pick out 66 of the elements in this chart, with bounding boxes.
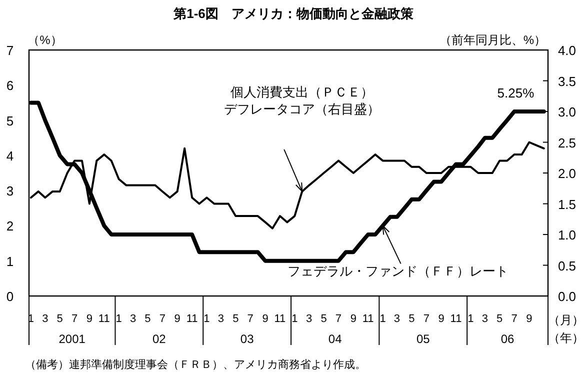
x-tick-label: 3 bbox=[42, 313, 48, 325]
y-tick-label: 6 bbox=[6, 78, 14, 94]
x-tick-label: 9 bbox=[174, 313, 180, 325]
x-tick-label: 3 bbox=[394, 313, 400, 325]
y2-tick-label: 0.5 bbox=[558, 258, 576, 274]
y2-tick-label: 1.5 bbox=[558, 196, 576, 212]
y-tick-label: 2 bbox=[6, 218, 14, 234]
y-tick-label: 4 bbox=[6, 148, 14, 164]
x-tick-label: 5 bbox=[320, 313, 327, 325]
x-tick-label: 1 bbox=[204, 313, 210, 325]
y2-tick-label: 2.5 bbox=[558, 135, 576, 150]
text: （年） bbox=[548, 331, 584, 345]
x-tick-label: 7 bbox=[511, 313, 518, 325]
note: 5.25% bbox=[497, 86, 534, 100]
y2-tick-label: 1.0 bbox=[558, 228, 576, 242]
x-tick-label: 3 bbox=[130, 313, 136, 325]
x-tick-label: 3 bbox=[482, 313, 488, 325]
y2-tick-label: 3.0 bbox=[558, 104, 576, 120]
text: 05 bbox=[416, 332, 430, 346]
x-tick-label: 9 bbox=[86, 313, 93, 325]
x-tick-label: 11 bbox=[274, 313, 286, 325]
x-tick-label: 1 bbox=[468, 313, 474, 325]
title: 第1-6図 アメリカ：物価動向と金融政策 bbox=[174, 6, 414, 21]
x-tick-label: 7 bbox=[71, 313, 78, 325]
x-tick-label: 3 bbox=[306, 313, 312, 325]
y2-tick-label: 0.0 bbox=[558, 289, 576, 304]
y2-tick-label: 2.0 bbox=[558, 166, 576, 181]
ylabel: （%） bbox=[28, 33, 62, 47]
x-tick-label: 9 bbox=[438, 313, 444, 325]
source: （備考）連邦準備制度理事会（ＦＲＢ）、アメリカ商務省より作成。 bbox=[25, 359, 366, 371]
y2-tick-label: 3.5 bbox=[558, 74, 576, 89]
x-tick-label: 7 bbox=[159, 313, 166, 325]
x-tick-label: 11 bbox=[362, 313, 374, 325]
note: フェデラル・ファンド（ＦＦ）レート bbox=[287, 264, 508, 279]
x-tick-label: 5 bbox=[496, 313, 503, 325]
x-tick-label: 1 bbox=[292, 313, 298, 325]
x-tick-label: 9 bbox=[526, 313, 532, 325]
x-tick-label: 9 bbox=[350, 313, 356, 325]
x-tick-label: 9 bbox=[262, 313, 268, 325]
y-tick-label: 3 bbox=[6, 184, 14, 199]
text: 03 bbox=[240, 332, 254, 346]
xlabel: （月） bbox=[548, 313, 584, 327]
x-tick-label: 7 bbox=[247, 313, 254, 325]
x-tick-label: 7 bbox=[335, 313, 342, 325]
x-tick-label: 5 bbox=[56, 313, 63, 325]
x-tick-label: 1 bbox=[116, 313, 122, 325]
x-tick-label: 3 bbox=[218, 313, 224, 325]
text: 04 bbox=[328, 332, 342, 346]
x-tick-label: 7 bbox=[423, 313, 430, 325]
note: 個人消費支出（ＰＣＥ）デフレータコア（右目盛） bbox=[224, 84, 380, 116]
x-tick-label: 11 bbox=[450, 313, 462, 325]
x-tick-label: 1 bbox=[380, 313, 386, 325]
text: 02 bbox=[152, 332, 166, 346]
y-tick-label: 5 bbox=[6, 113, 14, 128]
text: 2001 bbox=[58, 332, 86, 346]
x-tick-label: 5 bbox=[232, 313, 239, 325]
y-tick-label: 0 bbox=[6, 289, 14, 304]
y2-tick-label: 4.0 bbox=[558, 43, 576, 58]
y2label: （前年同月比、%） bbox=[439, 33, 546, 47]
x-tick-label: 11 bbox=[186, 313, 198, 325]
y-tick-label: 7 bbox=[6, 43, 14, 58]
x-tick-label: 5 bbox=[144, 313, 151, 325]
text: 06 bbox=[500, 332, 515, 346]
y-tick-label: 1 bbox=[6, 254, 14, 269]
x-tick-label: 5 bbox=[408, 313, 415, 325]
x-tick-label: 11 bbox=[98, 313, 110, 325]
